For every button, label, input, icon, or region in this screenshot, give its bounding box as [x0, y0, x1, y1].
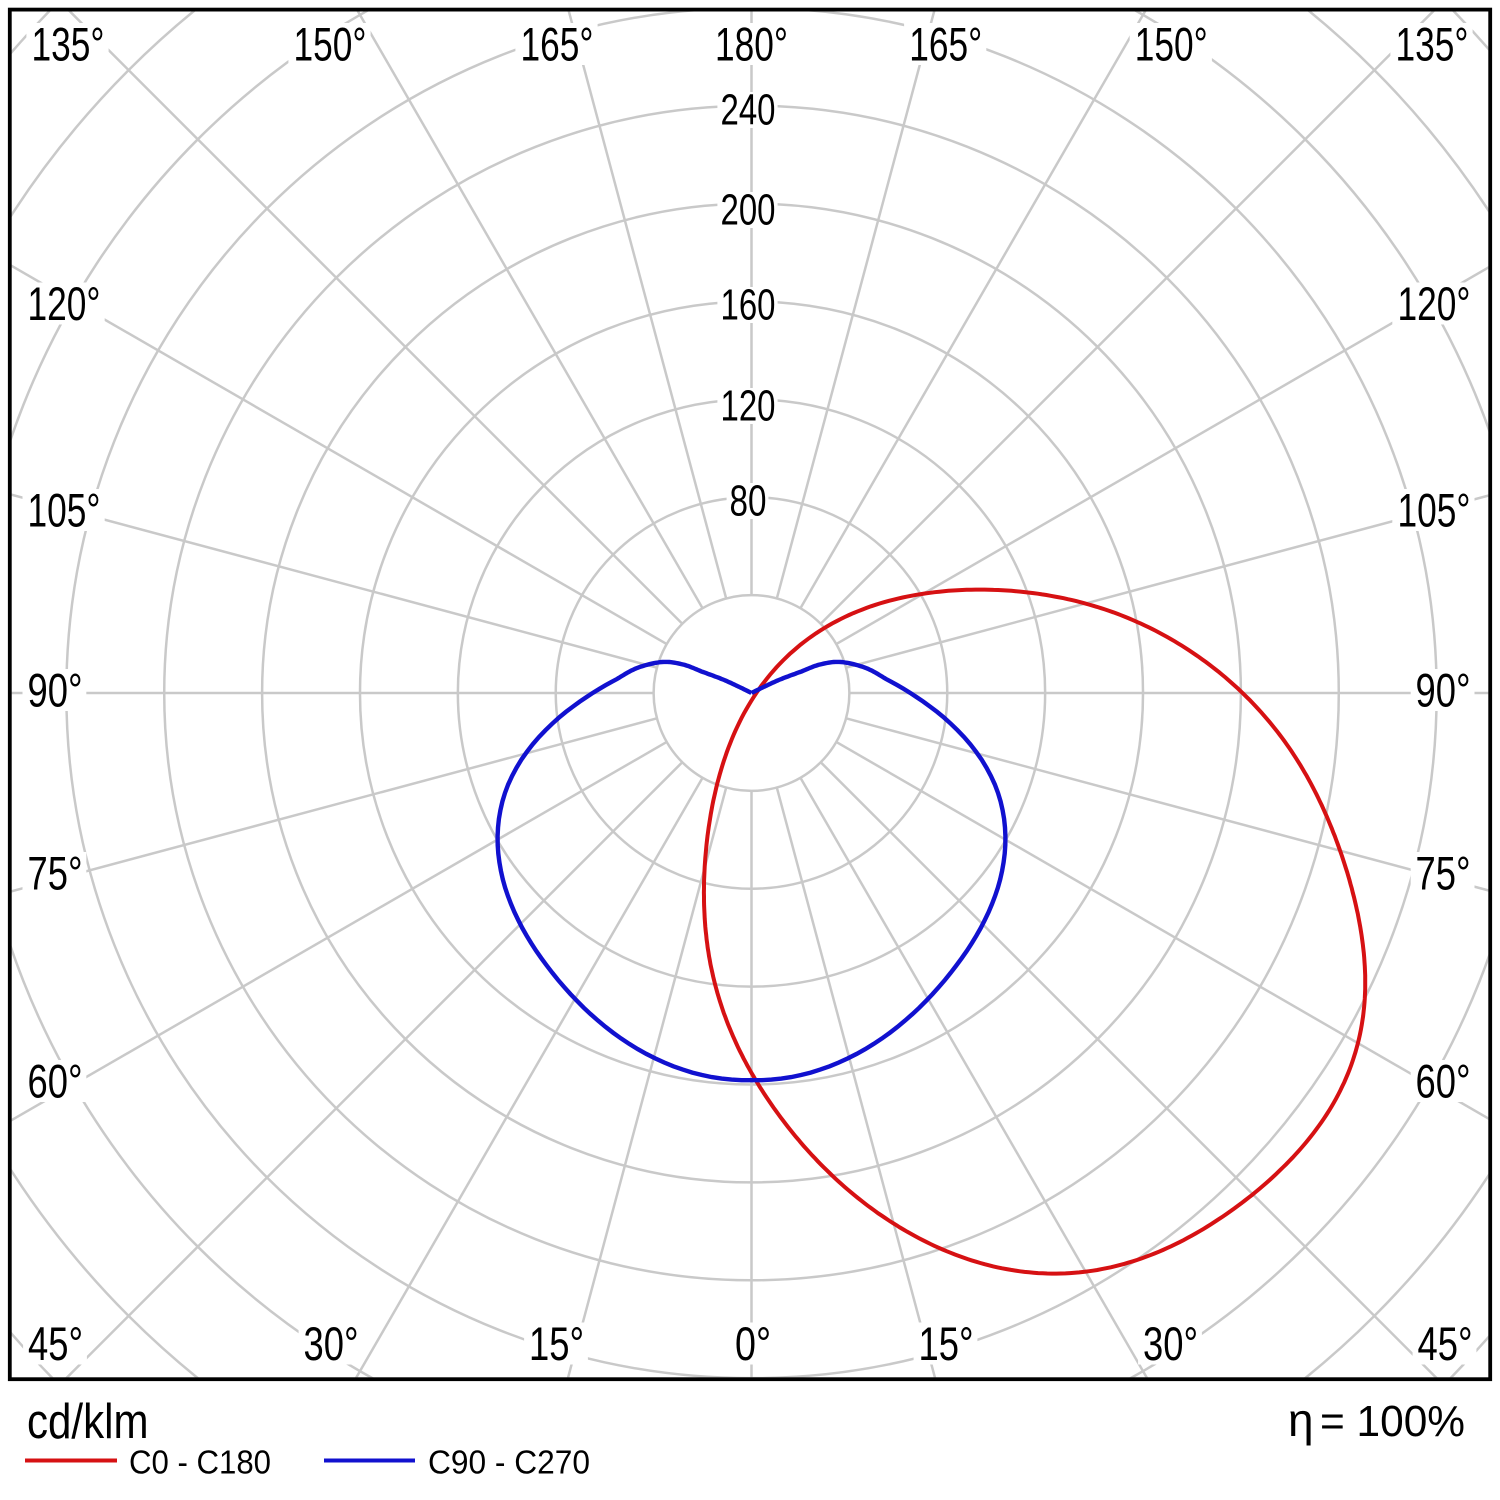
- svg-text:cd/klm: cd/klm: [27, 1395, 149, 1449]
- svg-text:120°: 120°: [1398, 277, 1471, 330]
- svg-text:= 100%: = 100%: [1320, 1397, 1465, 1446]
- svg-text:η: η: [1288, 1394, 1314, 1446]
- svg-text:180°: 180°: [715, 18, 788, 71]
- svg-text:0°: 0°: [735, 1317, 771, 1370]
- svg-text:45°: 45°: [28, 1317, 83, 1370]
- svg-text:135°: 135°: [32, 18, 105, 71]
- svg-text:30°: 30°: [1143, 1317, 1198, 1370]
- svg-text:45°: 45°: [1418, 1317, 1473, 1370]
- svg-text:75°: 75°: [28, 847, 83, 900]
- svg-text:105°: 105°: [28, 484, 101, 537]
- svg-text:160: 160: [721, 281, 776, 330]
- svg-text:105°: 105°: [1398, 484, 1471, 537]
- svg-text:120: 120: [721, 382, 776, 431]
- svg-text:C90 - C270: C90 - C270: [428, 1444, 590, 1481]
- svg-text:90°: 90°: [1416, 664, 1471, 717]
- svg-text:15°: 15°: [919, 1317, 974, 1370]
- svg-text:15°: 15°: [529, 1317, 584, 1370]
- svg-text:80: 80: [730, 477, 767, 526]
- svg-text:165°: 165°: [909, 18, 982, 71]
- svg-text:165°: 165°: [521, 18, 594, 71]
- svg-text:135°: 135°: [1396, 18, 1469, 71]
- svg-text:120°: 120°: [28, 277, 101, 330]
- svg-text:30°: 30°: [304, 1317, 359, 1370]
- svg-text:75°: 75°: [1416, 847, 1471, 900]
- svg-text:60°: 60°: [1416, 1055, 1471, 1108]
- svg-text:C0 - C180: C0 - C180: [129, 1444, 271, 1481]
- svg-text:90°: 90°: [28, 664, 83, 717]
- svg-text:150°: 150°: [294, 18, 367, 71]
- svg-text:200: 200: [721, 186, 776, 235]
- svg-text:150°: 150°: [1135, 18, 1208, 71]
- svg-text:240: 240: [721, 86, 776, 135]
- svg-text:60°: 60°: [28, 1055, 83, 1108]
